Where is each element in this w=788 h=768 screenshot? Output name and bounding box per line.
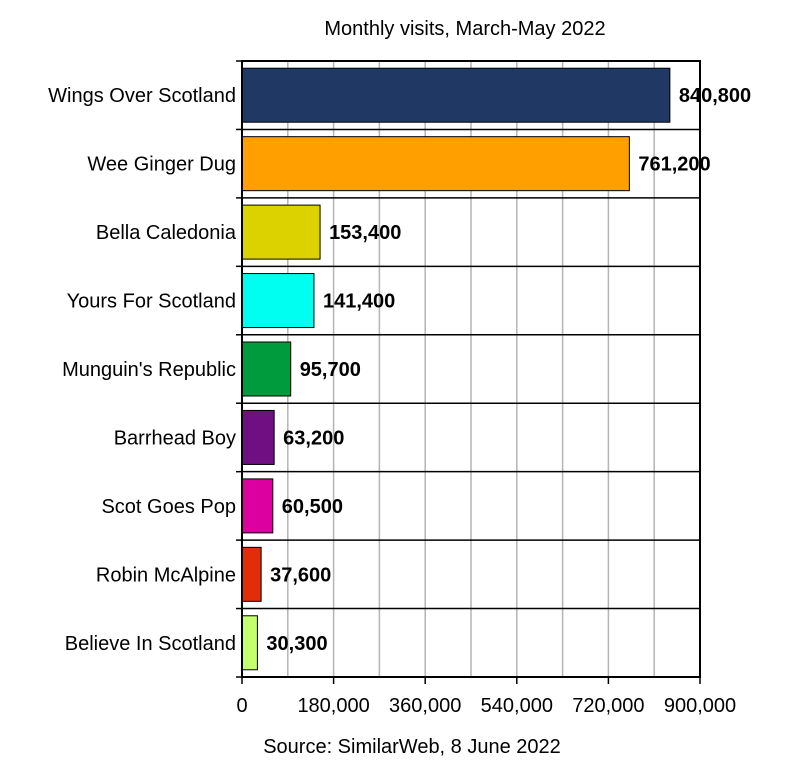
data-label: 141,400 [323, 291, 395, 313]
x-tick-label: 720,000 [572, 695, 644, 717]
data-label: 153,400 [329, 222, 401, 244]
x-tick-label: 180,000 [297, 695, 369, 717]
category-label: Robin McAlpine [96, 564, 236, 586]
data-label: 63,200 [283, 427, 344, 449]
category-label: Scot Goes Pop [101, 496, 236, 518]
bar-6 [241, 478, 274, 534]
x-tick-label: 360,000 [389, 695, 461, 717]
data-label: 37,600 [270, 564, 331, 586]
x-axis-ticks: 0 180,000 360,000 540,000 720,000 900,000 [236, 695, 736, 717]
category-label: Barrhead Boy [114, 427, 236, 449]
bar-0 [241, 67, 671, 123]
category-label: Wee Ginger Dug [87, 154, 236, 176]
category-label: Wings Over Scotland [48, 85, 236, 107]
data-label: 30,300 [266, 633, 327, 655]
plot-frame [236, 60, 701, 684]
bars [241, 67, 671, 671]
data-label: 840,800 [679, 85, 751, 107]
category-labels: Wings Over Scotland Wee Ginger Dug Bella C… [48, 85, 237, 655]
bar-5 [241, 409, 275, 465]
chart-source: Source: SimilarWeb, 8 June 2022 [263, 736, 561, 758]
x-tick-label: 0 [236, 695, 247, 717]
category-label: Yours For Scotland [67, 291, 236, 313]
bar-1 [241, 136, 630, 192]
category-label: Bella Caledonia [96, 222, 237, 244]
bar-3 [241, 273, 315, 329]
data-label: 95,700 [300, 359, 361, 381]
category-label: Believe In Scotland [65, 633, 236, 655]
x-tick-label: 540,000 [481, 695, 553, 717]
plot-border [241, 60, 701, 678]
category-label: Munguin's Republic [62, 359, 236, 381]
bar-8 [241, 615, 258, 671]
data-label: 60,500 [282, 496, 343, 518]
x-tick-label: 900,000 [664, 695, 736, 717]
chart-title: Monthly visits, March-May 2022 [324, 18, 605, 40]
data-label: 761,200 [638, 154, 710, 176]
bar-7 [241, 546, 262, 602]
bar-2 [241, 204, 321, 260]
bar-4 [241, 341, 292, 397]
value-labels: 840,800 761,200 153,400 141,400 95,700 63,200… [266, 85, 751, 655]
